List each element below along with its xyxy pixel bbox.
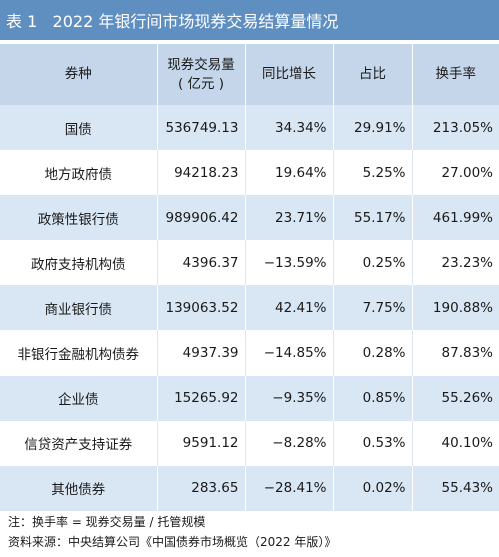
share-cell: 0.28% <box>333 330 413 376</box>
share-cell: 5.25% <box>333 150 413 196</box>
share-cell: 29.91% <box>333 105 413 151</box>
turnover-cell: 190.88% <box>432 299 493 316</box>
table-row: 信贷资产支持证券 9591.12 −8.28% 0.53% 40.10% <box>0 420 499 466</box>
volume-cell: 989906.42 <box>157 195 246 241</box>
turnover-cell: 461.99% <box>432 209 493 226</box>
turnover-cell: 27.00% <box>441 164 493 181</box>
header-yoy-growth: 同比增长 <box>245 44 334 105</box>
bond-type-cell: 企业债 <box>0 375 158 421</box>
bond-type-cell: 信贷资产支持证券 <box>0 420 158 466</box>
table-row: 其他债券 283.65 −28.41% 0.02% 55.43% <box>0 465 499 511</box>
turnover-note: 注：换手率 = 现券交易量 / 托管规模 <box>8 515 206 529</box>
turnover-cell: 87.83% <box>441 345 493 362</box>
volume-cell: 15265.92 <box>157 375 246 421</box>
volume-cell: 9591.12 <box>157 420 246 466</box>
growth-cell: 23.71% <box>245 195 334 241</box>
growth-cell: 19.64% <box>245 150 334 196</box>
table-title-bar: 表 1 2022 年银行间市场现券交易结算量情况 <box>0 0 499 40</box>
growth-cell: 34.34% <box>245 105 334 151</box>
turnover-cell: 23.23% <box>441 254 493 271</box>
table-row: 商业银行债 139063.52 42.41% 7.75% 190.88% <box>0 285 499 331</box>
volume-cell: 94218.23 <box>157 150 246 196</box>
share-cell: 0.53% <box>333 420 413 466</box>
turnover-cell: 55.43% <box>441 480 493 497</box>
settlement-table: 券种 现券交易量 ( 亿元 ) 同比增长 占比 换手率 国债 536749.13… <box>0 44 499 511</box>
volume-cell: 536749.13 <box>157 105 246 151</box>
bond-type-cell: 非银行金融机构债券 <box>0 330 158 376</box>
growth-cell: −9.35% <box>245 375 334 421</box>
header-volume-line1: 现券交易量 <box>167 56 235 73</box>
growth-cell: −14.85% <box>245 330 334 376</box>
share-cell: 0.85% <box>333 375 413 421</box>
volume-cell: 139063.52 <box>157 285 246 331</box>
turnover-cell: 213.05% <box>432 119 493 136</box>
bond-type-cell: 商业银行债 <box>0 285 158 331</box>
volume-cell: 4937.39 <box>157 330 246 376</box>
data-source: 资料来源：中央结算公司《中国债券市场概览（2022 年版）》 <box>8 535 337 549</box>
header-volume-unit: ( 亿元 ) <box>177 75 225 92</box>
header-volume: 现券交易量 ( 亿元 ) <box>157 44 246 105</box>
growth-cell: −13.59% <box>245 240 334 286</box>
share-cell: 55.17% <box>333 195 413 241</box>
table-title: 表 1 2022 年银行间市场现券交易结算量情况 <box>6 12 339 31</box>
header-bond-type: 券种 <box>0 44 158 105</box>
table-row: 非银行金融机构债券 4937.39 −14.85% 0.28% 87.83% <box>0 330 499 376</box>
turnover-cell: 40.10% <box>441 435 493 452</box>
growth-cell: −8.28% <box>245 420 334 466</box>
share-cell: 0.25% <box>333 240 413 286</box>
table-row: 地方政府债 94218.23 19.64% 5.25% 27.00% <box>0 150 499 196</box>
share-cell: 7.75% <box>333 285 413 331</box>
turnover-cell: 55.26% <box>441 390 493 407</box>
growth-cell: −28.41% <box>245 465 334 511</box>
bond-type-cell: 政府支持机构债 <box>0 240 158 286</box>
table-row: 政府支持机构债 4396.37 −13.59% 0.25% 23.23% <box>0 240 499 286</box>
header-turnover: 换手率 <box>435 66 477 82</box>
header-row: 券种 现券交易量 ( 亿元 ) 同比增长 占比 换手率 <box>0 44 499 105</box>
bond-type-cell: 政策性银行债 <box>0 195 158 241</box>
table-row: 国债 536749.13 34.34% 29.91% 213.05% <box>0 105 499 151</box>
table-row: 政策性银行债 989906.42 23.71% 55.17% 461.99% <box>0 195 499 241</box>
share-cell: 0.02% <box>333 465 413 511</box>
volume-cell: 283.65 <box>157 465 246 511</box>
header-share: 占比 <box>333 44 413 105</box>
bond-type-cell: 地方政府债 <box>0 150 158 196</box>
bond-type-cell: 其他债券 <box>0 465 158 511</box>
growth-cell: 42.41% <box>245 285 334 331</box>
table-row: 企业债 15265.92 −9.35% 0.85% 55.26% <box>0 375 499 421</box>
volume-cell: 4396.37 <box>157 240 246 286</box>
bond-type-cell: 国债 <box>0 105 158 151</box>
table-notes: 注：换手率 = 现券交易量 / 托管规模 资料来源：中央结算公司《中国债券市场概… <box>8 512 336 552</box>
